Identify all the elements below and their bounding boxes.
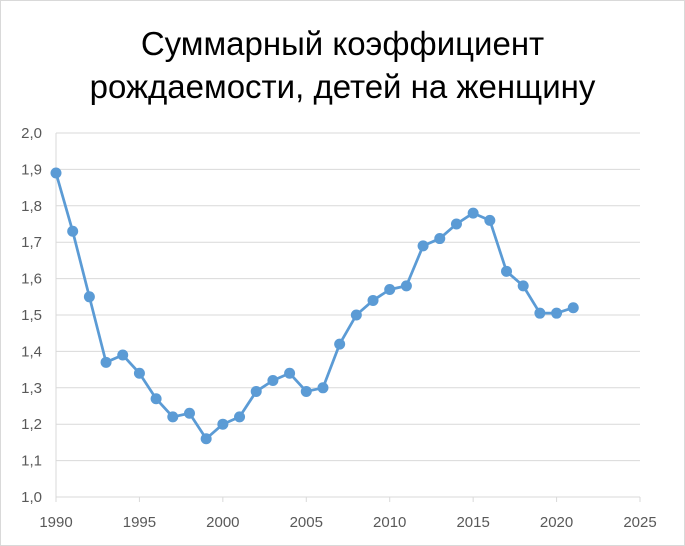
x-tick-label: 2010	[373, 514, 406, 531]
data-point	[467, 207, 479, 219]
data-point	[400, 280, 412, 292]
y-tick-label: 1,5	[21, 307, 42, 324]
data-point	[434, 233, 446, 245]
data-point	[317, 382, 329, 394]
y-tick-label: 1,8	[21, 198, 42, 215]
data-point	[217, 418, 229, 430]
gridlines	[56, 132, 640, 462]
data-point	[334, 338, 346, 350]
y-tick-label: 1,3	[21, 380, 42, 397]
series-line	[54, 171, 575, 441]
data-point	[150, 393, 162, 405]
data-point	[234, 411, 246, 423]
y-tick-label: 1,2	[21, 416, 42, 433]
data-point	[534, 307, 546, 319]
y-tick-label: 1,6	[21, 271, 42, 288]
y-tick-label: 1,1	[21, 453, 42, 470]
x-tick-label: 2020	[540, 514, 573, 531]
data-point	[183, 407, 195, 419]
data-point	[167, 411, 179, 423]
data-point	[567, 302, 579, 314]
data-point	[450, 218, 462, 230]
x-tick-label: 1995	[123, 514, 156, 531]
y-tick-label: 1,0	[21, 489, 42, 506]
data-point	[250, 385, 262, 397]
data-point	[484, 214, 496, 226]
data-point	[417, 240, 429, 252]
data-point	[83, 291, 95, 303]
x-tick-label: 2005	[290, 514, 323, 531]
x-tick-label: 2025	[623, 514, 656, 531]
data-point	[551, 307, 563, 319]
data-point	[67, 225, 79, 237]
data-point	[100, 356, 112, 368]
y-tick-labels: 1,0 1,1 1,2 1,3 1,4 1,5 1,6 1,7 1,8 1,9 2,0	[21, 125, 42, 506]
data-point	[384, 284, 396, 296]
data-point	[300, 385, 312, 397]
x-tick-label: 1990	[39, 514, 72, 531]
data-point	[350, 309, 362, 321]
data-point	[517, 280, 529, 292]
data-point	[501, 265, 513, 277]
data-point	[133, 367, 145, 379]
chart-title-line-1: Суммарный коэффициент	[140, 25, 545, 62]
chart-title: Суммарный коэффициент рождаемости, детей…	[0, 22, 685, 108]
y-tick-label: 1,4	[21, 343, 42, 360]
data-point	[284, 367, 296, 379]
series-layer	[50, 167, 579, 445]
x-tick-label: 2000	[206, 514, 239, 531]
axes	[55, 133, 641, 502]
data-point	[117, 349, 129, 361]
data-point	[50, 167, 62, 179]
y-tick-label: 1,7	[21, 234, 42, 251]
chart-title-line-2: рождаемости, детей на женщину	[89, 68, 596, 105]
x-tick-labels: 1990 1995 2000 2005 2010 2015 2020 2025	[39, 514, 656, 531]
data-point	[200, 433, 212, 445]
y-tick-label: 2,0	[21, 125, 42, 142]
y-tick-label: 1,9	[21, 161, 42, 178]
data-point	[267, 375, 279, 387]
data-point	[367, 294, 379, 306]
x-tick-label: 2015	[456, 514, 489, 531]
